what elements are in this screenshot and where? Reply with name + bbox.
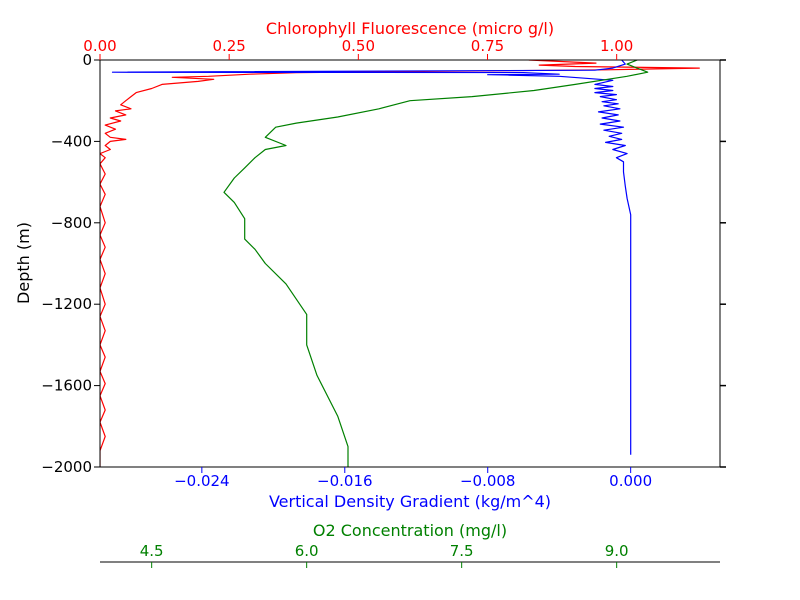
- series-line-o2: [223, 60, 649, 467]
- top-tick-label: 1.00: [600, 37, 633, 55]
- o2-tick-label: 4.5: [140, 542, 164, 560]
- bottom-axis-o2: 4.5 6.0 7.5 9.0: [100, 542, 720, 568]
- y-tick-label: −1600: [41, 377, 92, 395]
- series-line-chl: [100, 60, 700, 467]
- plot-frame: [99, 59, 721, 468]
- plot-area: [99, 59, 721, 468]
- top-axis-label: Chlorophyll Fluorescence (micro g/l): [266, 19, 554, 38]
- y-tick-label: −1200: [41, 295, 92, 313]
- series-line-dens: [111, 60, 632, 455]
- top-axis-chlorophyll: 0.00 0.25 0.50 0.75 1.00: [83, 37, 633, 60]
- bottom-tick-label: −0.024: [174, 472, 230, 490]
- y-tick-label: −2000: [41, 458, 92, 476]
- o2-tick-label: 6.0: [295, 542, 319, 560]
- top-tick-label: 0.75: [471, 37, 504, 55]
- top-tick-label: 0.25: [212, 37, 245, 55]
- y-tick-label: −800: [51, 214, 92, 232]
- top-tick-label: 0.00: [83, 37, 116, 55]
- bottom-tick-label: −0.016: [317, 472, 373, 490]
- y-axis: 0 −400 −800 −1200 −1600 −2000: [41, 51, 726, 476]
- o2-axis-label: O2 Concentration (mg/l): [313, 521, 507, 540]
- top-tick-label: 0.50: [342, 37, 375, 55]
- bottom-tick-label: 0.000: [609, 472, 652, 490]
- bottom-tick-label: −0.008: [460, 472, 516, 490]
- o2-tick-label: 9.0: [605, 542, 629, 560]
- y-tick-label: 0: [82, 51, 92, 69]
- y-axis-label: Depth (m): [14, 222, 33, 304]
- o2-tick-label: 7.5: [450, 542, 474, 560]
- bottom-axis-density: −0.024 −0.016 −0.008 0.000: [174, 467, 652, 490]
- bottom-axis-label: Vertical Density Gradient (kg/m^4): [269, 492, 551, 511]
- series-layer: [100, 60, 700, 467]
- y-tick-label: −400: [51, 132, 92, 150]
